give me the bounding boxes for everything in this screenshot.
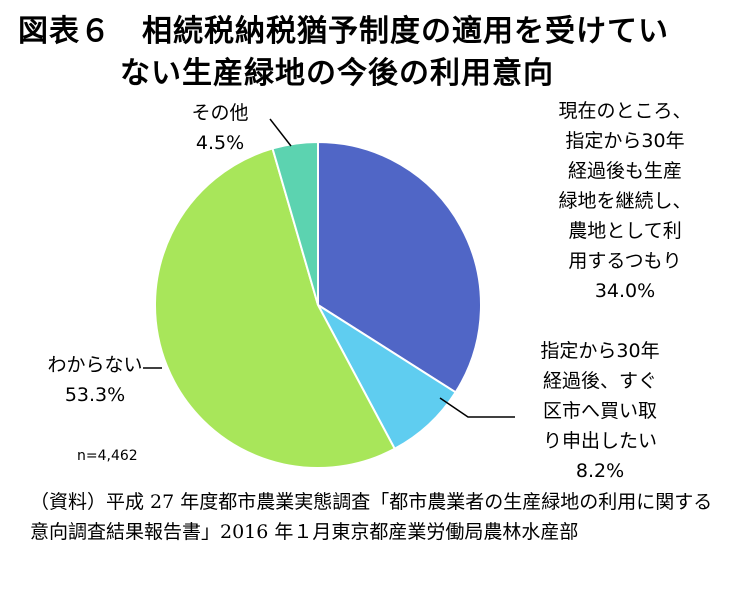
leader-line-other	[269, 118, 292, 147]
source-note: （資料）平成 27 年度都市農業実態調査「都市農業者の生産緑地の利用に関する意向…	[30, 491, 713, 543]
slice-label-line: 農地として利	[568, 220, 682, 242]
slice-label-line: 区市へ買い取	[542, 400, 657, 422]
slice-value-purchase-request: 8.2%	[575, 460, 625, 482]
leader-line-purchase-request	[439, 397, 515, 418]
slice-label-line: 指定から30年	[565, 130, 685, 152]
slice-value-continue-farming: 34.0%	[594, 280, 656, 302]
slice-value-dont-know: 53.3%	[64, 384, 126, 406]
slice-label-dont-know: わからない 53.3%	[40, 350, 150, 410]
slice-label-line: 経過後も生産	[567, 160, 682, 182]
slice-label-line: 指定から30年	[540, 340, 660, 362]
slice-label-continue-farming: 現在のところ、 指定から30年 経過後も生産 緑地を継続し、 農地として利 用するつもり 3…	[520, 96, 730, 306]
slice-value-other: 4.5%	[195, 132, 245, 154]
pie-slice-other	[271, 140, 319, 306]
slice-label-other: その他 4.5%	[175, 98, 265, 158]
slice-label-line: 用するつもり	[568, 250, 682, 272]
pie-slice-dont-know	[154, 147, 397, 469]
chart-title-line-1: 図表６ 相続税納税猶予制度の適用を受けてい	[18, 14, 669, 49]
chart-title-line-2: ない生産緑地の今後の利用意向	[120, 56, 554, 91]
slice-label-line: 現在のところ、	[558, 100, 692, 122]
sample-size: n=4,462	[77, 448, 138, 464]
slice-label-line: 緑地を継続し、	[558, 190, 692, 212]
slice-label-line: り申出したい	[542, 430, 657, 452]
slice-label-line: わからない	[47, 354, 143, 376]
slice-label-line: その他	[191, 102, 249, 124]
slice-label-purchase-request: 指定から30年 経過後、すぐ 区市へ買い取 り申出したい 8.2%	[515, 336, 685, 486]
slice-label-line: 経過後、すぐ	[542, 370, 657, 392]
